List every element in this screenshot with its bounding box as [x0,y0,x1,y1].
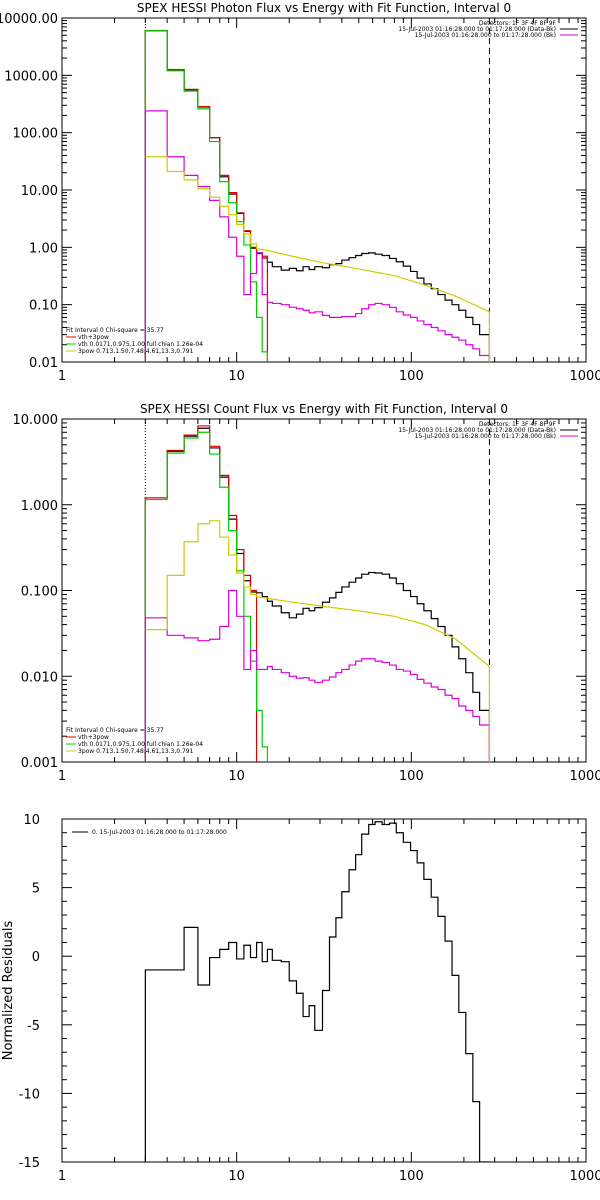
series-3-histogram [144,589,491,762]
y-tick-label: -15 [19,1156,40,1171]
chart-title: SPEX HESSI Photon Flux vs Energy with Fi… [137,1,511,15]
legend-top-entry-2: 15-Jul-2003 01:16:28.000 to 01:17:28.000… [415,433,556,440]
legend-bottom-entry-1: vth+3pow [78,334,109,341]
y-tick-label: 10.00 [21,184,58,199]
fit-line [145,156,491,362]
x-tick-label: 100 [399,369,424,384]
y-tick-label: 0.01 [29,356,58,371]
data-layer [144,821,490,1162]
x-tick-label: 10 [228,769,245,784]
fit-line [145,520,491,762]
y-tick-label: 0.010 [21,670,58,685]
series-1-histogram [144,30,269,362]
y-tick-label: 0.001 [21,756,58,771]
series-3-histogram [144,110,491,362]
series-0-histogram [144,427,491,762]
y-tick-label: -10 [19,1087,40,1102]
x-tick-label: 1 [58,369,66,384]
legend-top-entry-2: 15-Jul-2003 01:16:28.000 to 01:17:28.000… [415,32,556,39]
residuals-panel: 1 10 100 1000 -15 -10 -5 0 5 10 Normalized Residua… [1,813,600,1184]
series-0-histogram [144,821,490,1162]
y-tick-label: 1.000 [21,499,58,514]
plot-frame [61,17,587,363]
y-tick-label: 100.00 [13,127,59,142]
y-tick-label: 10 [23,813,40,828]
legend-top-entry-0: Detectors: 1F 3F 4F 8F 9F [479,20,557,27]
y-tick-label: 0.10 [29,299,58,314]
x-tick-label: 1000 [569,369,600,384]
y-tick-label: 1000.00 [4,69,58,84]
y-axis-label: Normalized Residuals [1,921,16,1061]
series-2-histogram [144,30,269,362]
legend-top-entry-0: 0. 15-Jul-2003 01:16:28.000 to 01:17:28.… [92,829,227,836]
series-1-histogram [144,425,258,762]
y-tick-label: -5 [27,1019,40,1034]
count-flux-panel: SPEX HESSI Count Flux vs Energy with Fit… [13,402,600,784]
x-tick-label: 100 [399,1169,424,1184]
x-tick-label: 100 [399,769,424,784]
legend-top-entry-1: 15-Jul-2003 01:16:28.000 to 01:17:28.000… [398,26,556,33]
chart-title: SPEX HESSI Count Flux vs Energy with Fit… [140,402,508,416]
series-2-histogram [144,431,269,762]
plot-frame [61,418,587,763]
legend-bottom-entry-2: vth 0.0171,0.975,1.00 full chian 1.26e-0… [78,341,203,348]
y-tick-label: 10.000 [13,413,59,428]
y-tick-label: 0.100 [21,585,58,600]
legend-bottom-entry-3: 3pow 0.713,1.50,7.48,4.61,13.3,0.791 [78,748,194,755]
legend-bottom-entry-0: Fit Interval 0 Chi-square = 35.77 [66,327,164,334]
legend-top-entry-1: 15-Jul-2003 01:16:28.000 to 01:17:28.000… [398,427,556,434]
legend-top-entry-0: Detectors: 1F 3F 4F 8F 9F [479,421,557,428]
data-layer [144,18,491,362]
x-tick-label: 1000 [569,1169,600,1184]
x-tick-label: 1000 [569,769,600,784]
y-tick-label: 1.00 [29,241,58,256]
legend-bottom-entry-1: vth+3pow [78,734,109,741]
x-tick-label: 10 [228,369,245,384]
plot-frame [61,818,587,1163]
y-tick-label: 5 [32,882,40,897]
y-tick-label: 0 [32,950,40,965]
y-tick-label: 10000.00 [0,12,58,27]
x-tick-label: 1 [58,1169,66,1184]
data-layer [144,419,491,762]
legend-bottom-entry-2: vth 0.0171,0.975,1.00 full chian 1.26e-0… [78,741,203,748]
x-tick-label: 1 [58,769,66,784]
legend-bottom-entry-3: 3pow 0.713,1.50,7.48,4.61,13.3,0.791 [78,348,194,355]
x-tick-label: 10 [228,1169,245,1184]
photon-flux-panel: SPEX HESSI Photon Flux vs Energy with Fi… [0,1,600,384]
legend-bottom-entry-0: Fit Interval 0 Chi-square = 35.77 [66,727,164,734]
